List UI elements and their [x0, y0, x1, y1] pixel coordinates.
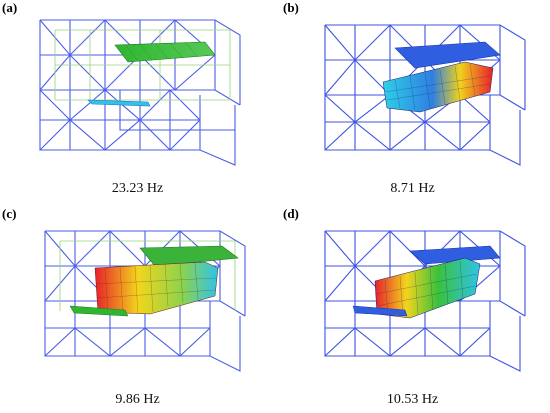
frequency-label: 8.71 Hz — [390, 181, 435, 196]
frequency-label: 23.23 Hz — [111, 181, 164, 196]
panel-d: (d) 10.53 Hz — [275, 206, 550, 412]
deformed-body — [94, 261, 219, 315]
mode-shape-b-diagram — [324, 24, 526, 166]
lower-plate — [352, 305, 408, 317]
secondary-frame — [54, 29, 231, 101]
panel-label: (c) — [2, 206, 17, 221]
frequency-label: 9.86 Hz — [115, 392, 160, 407]
mode-shape-a-diagram — [39, 19, 241, 166]
deck-plate — [114, 41, 216, 63]
mode-shape-c-diagram — [44, 230, 246, 372]
panel-b: (b) 8.71 Hz — [275, 0, 550, 206]
structural-frame — [39, 19, 241, 166]
mode-shape-d-diagram — [324, 230, 526, 372]
panel-c: (c) 9.86 Hz — [0, 206, 275, 412]
frequency-label: 10.53 Hz — [386, 392, 439, 407]
deck-plate — [394, 41, 501, 69]
panel-label: (a) — [2, 0, 18, 15]
panel-a: (a) 23.23 Hz — [0, 0, 275, 206]
lower-plate — [87, 99, 151, 107]
lower-plate — [69, 305, 129, 317]
panel-label: (d) — [283, 206, 299, 221]
deck-plate — [409, 245, 501, 265]
deformed-body — [382, 61, 494, 113]
panel-label: (b) — [283, 0, 299, 15]
deck-plate — [139, 245, 239, 267]
